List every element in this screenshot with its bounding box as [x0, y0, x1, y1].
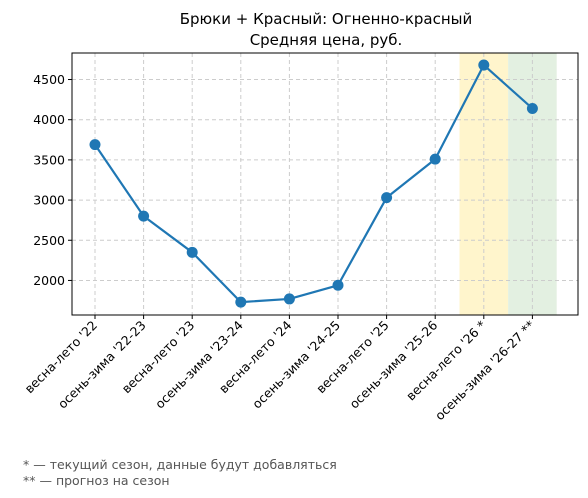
data-point	[526, 102, 538, 114]
series-layer	[89, 59, 538, 308]
data-point	[283, 293, 295, 305]
x-tick-label: осень-зима '25-26	[346, 317, 440, 411]
x-tick-label: осень-зима '22-23	[55, 318, 149, 412]
data-point	[89, 139, 101, 151]
data-point	[429, 153, 441, 165]
chart-subtitle: Средняя цена, руб.	[250, 31, 403, 49]
plot-frame	[71, 52, 579, 316]
y-tick-label: 4000	[33, 112, 65, 127]
x-tick-label: осень-зима '23-24	[152, 317, 246, 411]
x-tick-label: осень-зима '24-25	[249, 318, 343, 412]
data-point	[186, 246, 198, 258]
data-point	[138, 210, 150, 222]
y-tick-label: 2500	[33, 233, 65, 248]
data-point	[235, 296, 247, 308]
data-point	[332, 279, 344, 291]
x-tick-label: осень-зима '26-27 **	[432, 318, 538, 424]
highlight-bands	[459, 53, 557, 315]
y-tick-label: 4500	[33, 72, 65, 87]
y-tick-label: 3000	[33, 193, 65, 208]
footnote-current-season: * — текущий сезон, данные будут добавлят…	[23, 457, 337, 472]
y-tick-label: 2000	[33, 273, 65, 288]
series-line	[94, 63, 534, 304]
y-axis: 2000 2500 3000 3500 4000 4500	[33, 72, 72, 288]
y-tick-label: 3500	[33, 152, 65, 167]
data-point	[381, 192, 393, 204]
grid-lines	[72, 53, 578, 315]
highlight-band-1	[459, 53, 509, 315]
data-point	[478, 59, 490, 71]
chart-title: Брюки + Красный: Огненно-красный	[180, 10, 473, 28]
footnote-forecast: ** — прогноз на сезон	[23, 473, 170, 488]
